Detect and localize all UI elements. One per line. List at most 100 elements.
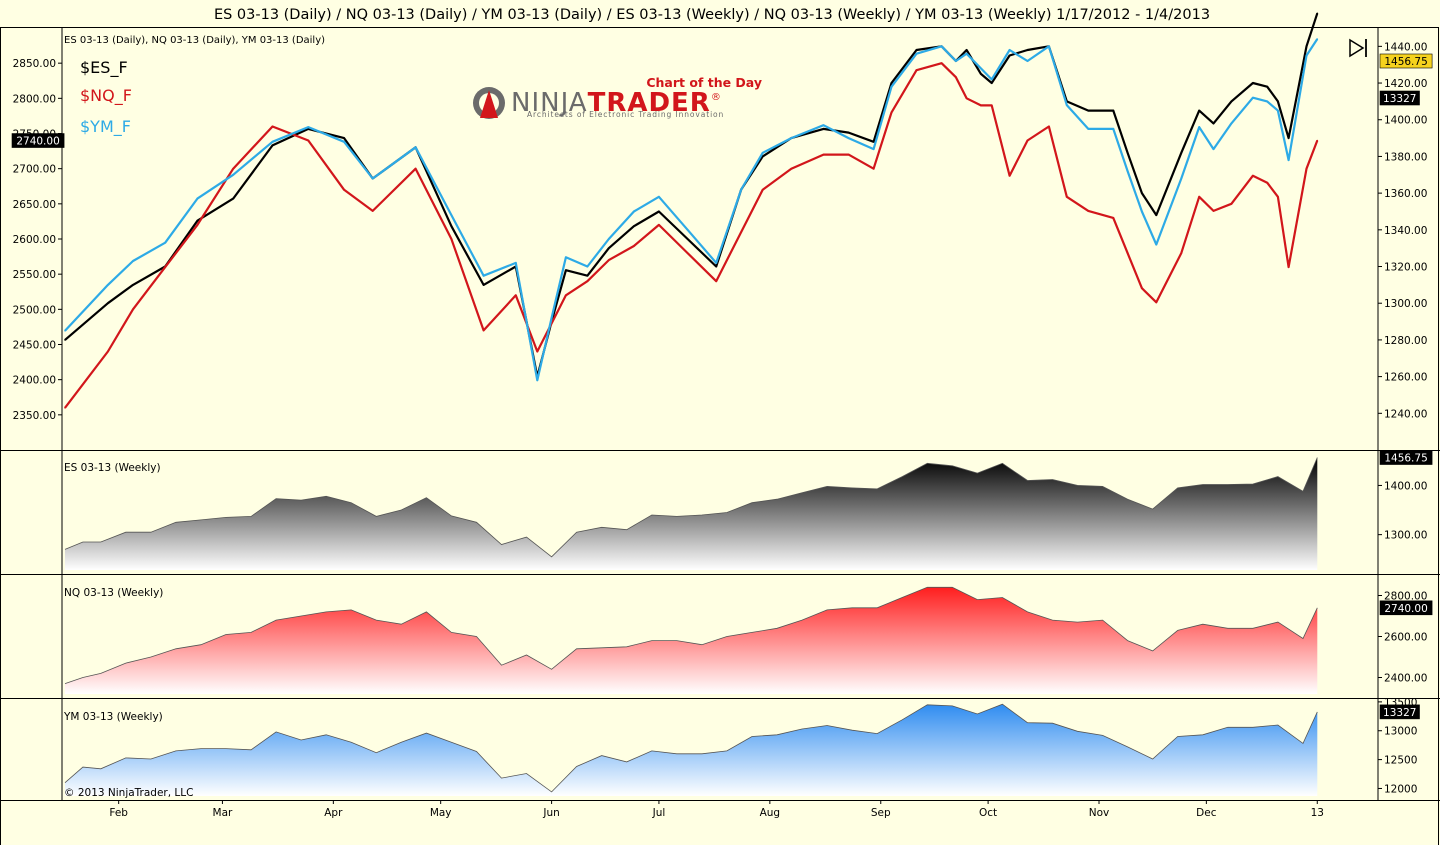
data-point (1026, 49, 1029, 51)
x-axis-tick-label: 13 (1311, 807, 1324, 819)
data-point (1048, 125, 1050, 128)
ym-weekly-line (64, 703, 1318, 793)
series-line-esf (64, 12, 1319, 378)
window-title: ES 03-13 (Daily) / NQ 03-13 (Daily) / YM… (214, 7, 1210, 23)
data-point (1230, 203, 1233, 205)
x-axis-tick-label: Sep (871, 807, 891, 819)
data-point (990, 78, 993, 81)
data-point (64, 407, 66, 409)
data-point (1112, 109, 1115, 112)
data-point (164, 266, 166, 268)
right-axis-tick-label: 1360.00 (1384, 188, 1427, 200)
data-point (1252, 174, 1254, 177)
data-point (1008, 54, 1011, 57)
data-point (847, 131, 850, 134)
nq-weekly-line (64, 586, 1318, 684)
x-axis-tick-label: Feb (109, 807, 128, 819)
right-axis-tick-label: 1300.00 (1384, 298, 1427, 310)
left-axis-tick-label: 2550.00 (13, 269, 56, 281)
nq-weekly-badge-bg (1379, 600, 1433, 616)
data-point (1230, 100, 1233, 103)
nq-axis-tick-label: 2400.00 (1384, 673, 1427, 685)
logo-registered: ® (711, 92, 722, 103)
data-point (980, 67, 982, 70)
ym-axis-tick-label: 12000 (1384, 783, 1417, 795)
x-axis-tick-label: Jul (652, 807, 666, 819)
data-point (586, 274, 589, 277)
left-axis-badge-bg (11, 133, 65, 148)
data-point (1287, 137, 1290, 139)
data-point (608, 238, 610, 240)
data-point (232, 173, 234, 176)
es-weekly-badge-bg (1379, 450, 1433, 465)
right-axis-tick-label: 1400.00 (1384, 115, 1427, 127)
data-point (822, 128, 825, 130)
data-point (990, 82, 993, 84)
data-point (1008, 49, 1011, 51)
x-axis-tick-label: Nov (1089, 807, 1110, 819)
nq-axis-tick-label: 2800.00 (1384, 591, 1427, 603)
data-point (1305, 45, 1308, 48)
x-axis-tick-label: May (430, 807, 452, 819)
data-point (822, 153, 825, 156)
data-point (1198, 109, 1200, 112)
nq-weekly-area (65, 587, 1318, 694)
data-point (132, 260, 134, 262)
copyright: © 2013 NinjaTrader, LLC (64, 787, 193, 799)
data-point (915, 52, 918, 55)
right-axis-badge-ym: 13327 (1383, 93, 1416, 105)
nq-axis-tick-label: 2600.00 (1384, 632, 1427, 644)
es-axis-tick-label: 1300.00 (1384, 530, 1427, 542)
data-point (343, 140, 345, 143)
data-point (1126, 252, 1129, 254)
logo-subtitle: Architects of Electronic Trading Innovat… (527, 110, 724, 119)
data-point (1287, 266, 1290, 268)
data-point (715, 262, 717, 264)
data-point (132, 308, 134, 311)
go-to-end-icon[interactable] (1344, 36, 1374, 60)
data-point (1048, 45, 1050, 48)
data-point (196, 224, 199, 226)
right-axis-tick-label: 1340.00 (1384, 225, 1427, 237)
data-point (1212, 148, 1215, 150)
ninjatrader-logo: Chart of the Day NINJATRADER® Architects… (473, 75, 762, 119)
es-weekly-badge: 1456.75 (1384, 453, 1427, 465)
data-point (940, 62, 943, 64)
data-point (761, 188, 764, 191)
right-axis-tick-label: 1280.00 (1384, 335, 1427, 347)
left-axis-tick-label: 2850.00 (13, 58, 56, 70)
data-point (822, 124, 825, 127)
data-point (515, 294, 517, 297)
data-point (1026, 139, 1029, 142)
data-point (1180, 252, 1183, 254)
es-weekly-line (64, 457, 1318, 558)
legend-es: $ES_F (80, 58, 128, 78)
nq-weekly-badge: 2740.00 (1384, 603, 1427, 615)
data-point (271, 144, 274, 147)
left-axis-tick-label: 2800.00 (13, 93, 56, 105)
data-point (955, 60, 957, 62)
data-point (1316, 139, 1319, 142)
data-point (790, 167, 793, 170)
data-point (586, 265, 589, 268)
left-axis-tick-label: 2400.00 (13, 375, 56, 387)
x-axis-tick-label: Jun (542, 807, 559, 819)
data-point (915, 69, 918, 71)
es-axis-tick-label: 1400.00 (1384, 480, 1427, 492)
data-point (1112, 128, 1115, 130)
legend-nq: $NQ_F (80, 86, 132, 106)
data-point (1087, 109, 1090, 112)
data-point (107, 284, 109, 286)
data-point (232, 167, 234, 170)
data-point (1087, 128, 1090, 130)
left-axis-tick-label: 2600.00 (13, 234, 56, 246)
x-axis-tick-label: Apr (324, 807, 343, 819)
data-point (761, 151, 764, 154)
data-point (633, 225, 635, 227)
right-axis-badge-ym-bg (1379, 90, 1420, 106)
data-point (740, 188, 743, 191)
data-point (890, 82, 893, 84)
data-point (1026, 60, 1029, 62)
ym-axis-tick-label: 13000 (1384, 726, 1417, 738)
data-point (658, 210, 660, 213)
